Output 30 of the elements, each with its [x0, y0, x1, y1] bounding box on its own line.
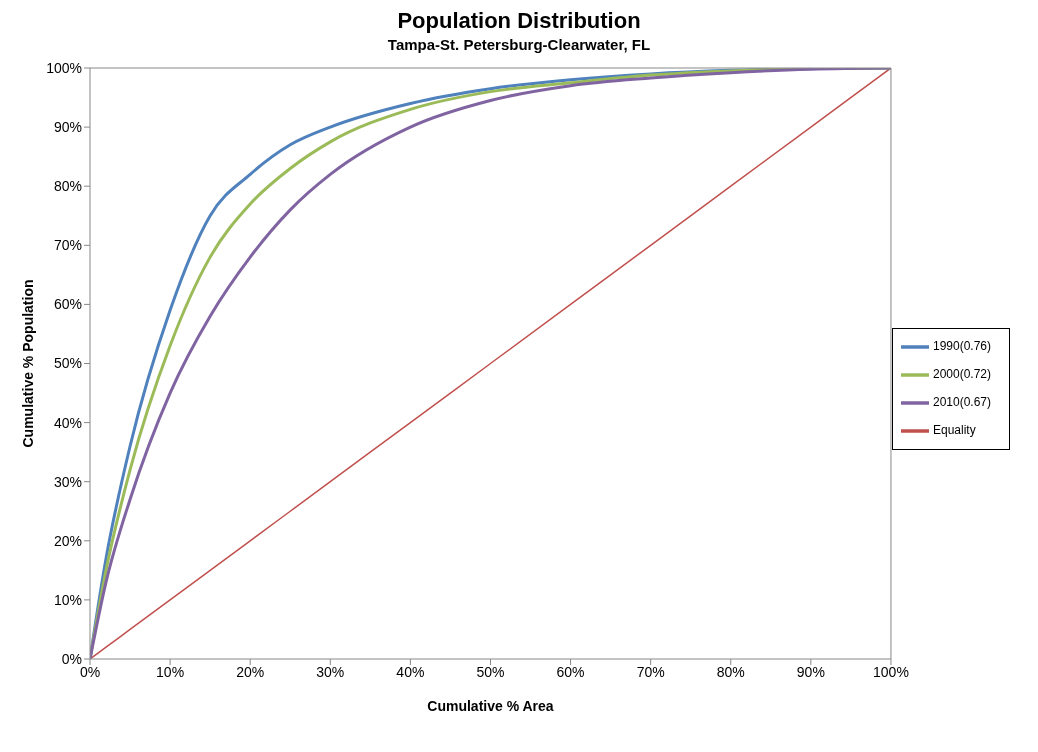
- legend-label: 2000(0.72): [932, 367, 991, 382]
- x-tick-label: 100%: [873, 663, 909, 680]
- y-tick-label: 30%: [53, 473, 82, 490]
- x-tick-label: 40%: [396, 663, 425, 680]
- x-tick-label: 50%: [476, 663, 505, 680]
- x-tick-label: 70%: [636, 663, 665, 680]
- y-axis-title: Cumulative % Population: [19, 279, 36, 448]
- y-tick-label: 40%: [53, 414, 82, 431]
- chart-title: Population Distribution: [396, 8, 642, 34]
- x-tick-label: 30%: [316, 663, 345, 680]
- x-tick-label: 20%: [236, 663, 265, 680]
- x-tick-label: 0%: [79, 663, 101, 680]
- x-tick-label: 90%: [796, 663, 825, 680]
- y-tick-label: 20%: [53, 532, 82, 549]
- x-tick-label: 80%: [716, 663, 745, 680]
- x-tick-label: 10%: [156, 663, 185, 680]
- x-axis-title: Cumulative % Area: [427, 698, 554, 714]
- y-tick-label: 100%: [46, 59, 82, 76]
- legend-label: Equality: [932, 423, 976, 438]
- y-tick-label: 10%: [53, 591, 82, 608]
- legend-label: 2010(0.67): [932, 395, 991, 410]
- x-tick-label: 60%: [556, 663, 585, 680]
- y-tick-label: 90%: [53, 119, 82, 136]
- y-tick-label: 0%: [61, 650, 82, 667]
- chart-subtitle: Tampa-St. Petersburg-Clearwater, FL: [386, 36, 652, 53]
- y-tick-label: 70%: [53, 237, 82, 254]
- y-tick-label: 80%: [53, 178, 82, 195]
- y-tick-label: 50%: [53, 355, 82, 372]
- legend-label: 1990(0.76): [932, 339, 991, 354]
- y-tick-label: 60%: [53, 296, 82, 313]
